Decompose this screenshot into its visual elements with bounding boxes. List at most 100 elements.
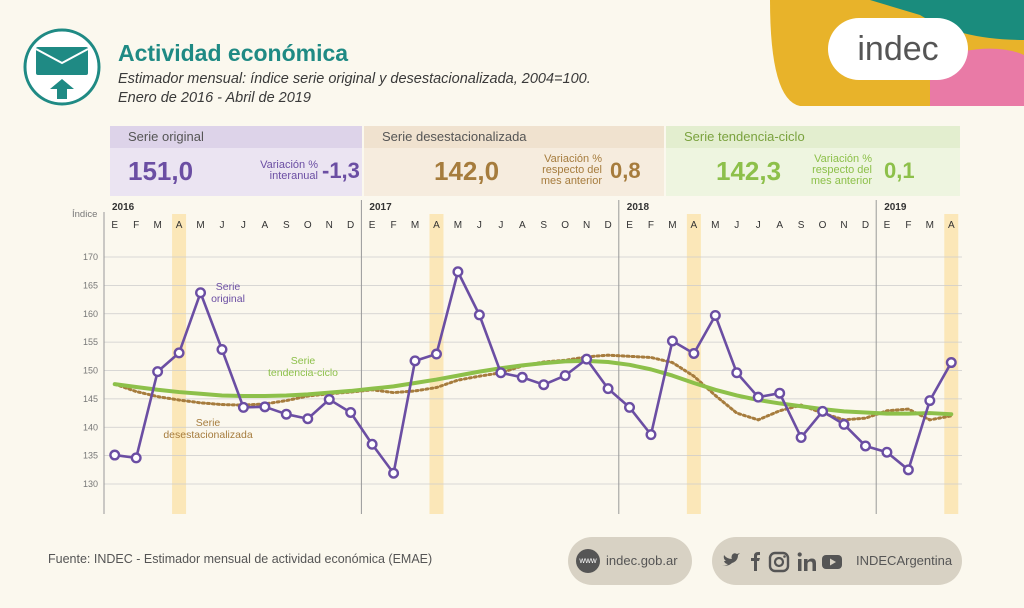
youtube-icon[interactable] [822, 555, 842, 569]
month-label: J [498, 220, 503, 231]
highlight-column [429, 214, 444, 514]
series-original-point [881, 446, 893, 458]
series-original-point [280, 408, 292, 420]
linkedin-icon[interactable] [797, 552, 816, 571]
month-label: A [519, 220, 526, 231]
box-original-var-value: -1,3 [322, 158, 360, 183]
box-tendencia-var-label3: mes anterior [810, 175, 872, 187]
month-label: S [798, 220, 805, 231]
website-link[interactable]: indec.gob.ar [606, 553, 678, 568]
page-subtitle: Estimador mensual: índice serie original… [118, 71, 591, 87]
series-original-point [859, 440, 871, 452]
series-original-point [109, 449, 121, 461]
month-label: J [477, 220, 482, 231]
series-original-point [752, 391, 764, 403]
month-label: A [262, 220, 269, 231]
month-label: M [926, 220, 934, 231]
month-label: A [691, 220, 698, 231]
highlight-column [686, 214, 701, 514]
annotation-original: Serie original [211, 281, 245, 305]
page-date-range: Enero de 2016 - Abril de 2019 [118, 90, 311, 106]
series-original-point [602, 383, 614, 395]
website-pill[interactable]: www indec.gob.ar [568, 537, 692, 585]
series-original-point [173, 347, 185, 359]
twitter-icon[interactable] [722, 553, 740, 566]
social-pill: INDECArgentina [712, 537, 962, 585]
box-desest-var-label1: Variación % [544, 153, 602, 165]
month-label: O [819, 220, 827, 231]
annotation-tendencia-ciclo: Serie tendencia-ciclo [268, 355, 338, 379]
highlight-column [172, 214, 187, 514]
series-original-point [430, 348, 442, 360]
annotation-desestacionalizada: Serie desestacionalizada [163, 417, 252, 441]
box-tendencia-label: Serie tendencia-ciclo [666, 126, 960, 148]
y-tick-label: 160 [83, 309, 98, 319]
month-label: J [756, 220, 761, 231]
box-desest-var-label2: respecto del [542, 164, 602, 176]
month-label: M [454, 220, 462, 231]
month-label: M [711, 220, 719, 231]
month-label: M [153, 220, 161, 231]
series-original-point [152, 366, 164, 378]
y-tick-label: 155 [83, 337, 98, 347]
series-original-point [516, 371, 528, 383]
box-original-value: 151,0 [128, 156, 194, 186]
y-tick-label: 135 [83, 451, 98, 461]
series-original-point [409, 355, 421, 367]
y-tick-label: 130 [83, 479, 98, 489]
y-tick-label: 165 [83, 280, 98, 290]
series-original-point [902, 464, 914, 476]
series-original-point [452, 266, 464, 278]
series-original-point [666, 335, 678, 347]
series-original-point [709, 309, 721, 321]
series-original-point [774, 387, 786, 399]
month-label: M [411, 220, 419, 231]
series-original-point [945, 357, 957, 369]
month-label: A [433, 220, 440, 231]
social-handle[interactable]: INDECArgentina [856, 553, 953, 568]
month-label: N [326, 220, 333, 231]
box-desest: Serie desestacionalizada 142,0 Variación… [364, 126, 664, 196]
y-tick-label: 150 [83, 366, 98, 376]
brand-text: indec [857, 30, 939, 68]
month-label: A [176, 220, 183, 231]
month-label: F [905, 220, 911, 231]
source-note: Fuente: INDEC - Estimador mensual de act… [48, 552, 433, 566]
facebook-icon[interactable] [751, 552, 760, 571]
series-original-point [473, 309, 485, 321]
series-original-point [495, 367, 507, 379]
month-label: J [241, 220, 246, 231]
box-tendencia-var-value: 0,1 [884, 158, 915, 183]
instagram-icon[interactable] [768, 551, 790, 573]
envelope-up-icon [23, 28, 101, 106]
month-label: E [884, 220, 891, 231]
month-label: A [948, 220, 955, 231]
series-tendencia-ciclo-line [112, 358, 954, 417]
series-original-point [388, 467, 400, 479]
month-label: A [776, 220, 783, 231]
month-label: D [604, 220, 611, 231]
box-desest-var-value: 0,8 [610, 158, 641, 183]
series-original-point [345, 406, 357, 418]
month-label: N [840, 220, 847, 231]
month-label: J [219, 220, 224, 231]
month-label: F [133, 220, 139, 231]
box-original-var-label2: interanual [269, 170, 318, 182]
month-label: F [391, 220, 397, 231]
year-label-2019: 2019 [884, 202, 907, 213]
box-tendencia-value: 142,3 [716, 156, 782, 186]
series-original-point [323, 393, 335, 405]
chart-area: 130 135 140 145 150 155 160 165 170 Índice 2016 201… [72, 200, 962, 514]
month-label: N [583, 220, 590, 231]
page-title: Actividad económica [118, 40, 349, 66]
www-icon: www [576, 549, 600, 573]
series-original-point [688, 347, 700, 359]
box-desest-var-label3: mes anterior [540, 175, 602, 187]
series-original-point [924, 395, 936, 407]
series-original-point [216, 344, 228, 356]
series-original-point [731, 367, 743, 379]
y-tick-label: 170 [83, 252, 98, 262]
box-tendencia: Serie tendencia-ciclo 142,3 Variación % … [666, 126, 960, 196]
month-label: E [111, 220, 118, 231]
social-icons [722, 551, 842, 573]
